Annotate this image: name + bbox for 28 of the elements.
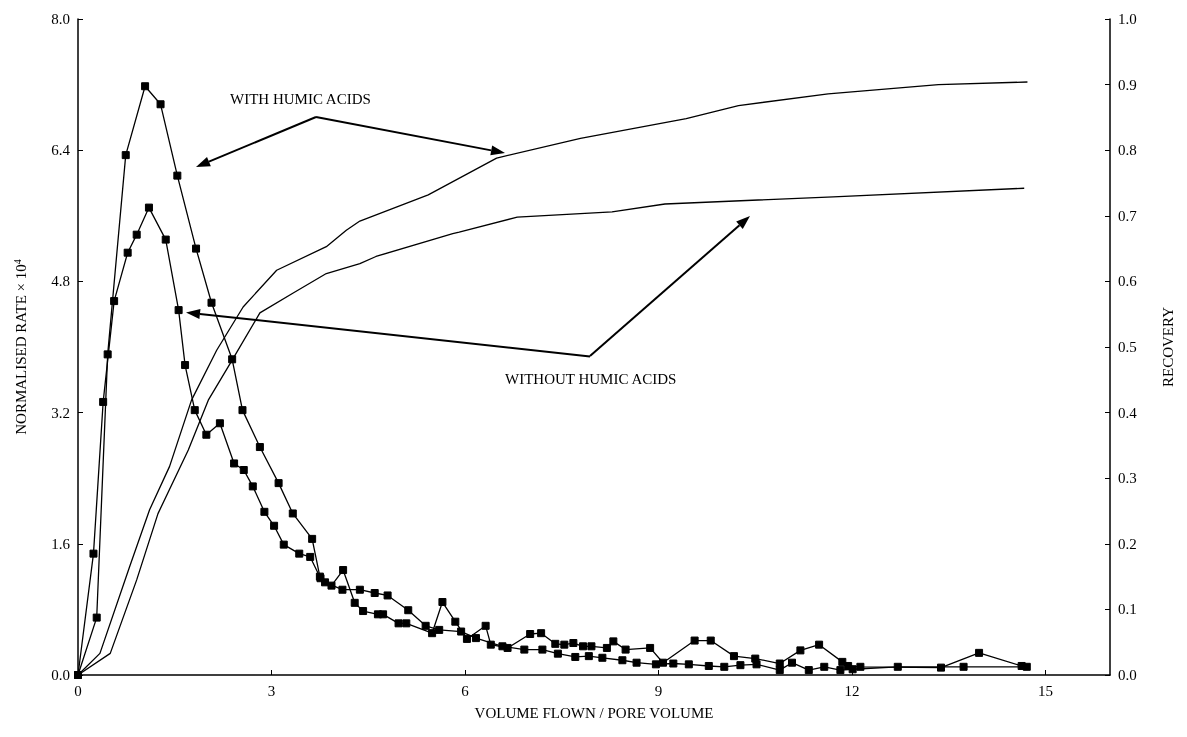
y2-tick-label: 1.0 <box>1118 11 1137 27</box>
annotation: WITH HUMIC ACIDS <box>230 90 371 107</box>
x-tick-label: 3 <box>267 682 276 699</box>
x-tick-label: 0 <box>74 682 82 699</box>
y-axis-title: NORMALISED RATE × 104 <box>11 259 29 435</box>
x-tick-label: 15 <box>1038 682 1053 699</box>
y2-axis-title: RECOVERY <box>1159 306 1176 388</box>
y-tick-label: 3.2 <box>51 404 70 421</box>
y2-tick-label: 0.8 <box>1118 142 1137 159</box>
y2-tick-label: 0.5 <box>1118 339 1137 355</box>
y2-tick-label: 0.6 <box>1118 273 1138 290</box>
y2-tick-label: 0.7 <box>1118 207 1138 224</box>
annotation: WITHOUT HUMIC ACIDS <box>505 370 677 387</box>
x-tick-label: 9 <box>654 682 663 699</box>
y-tick-label: 4.8 <box>51 273 70 290</box>
y-tick-label: 1.6 <box>51 535 71 552</box>
y2-tick-label: 0.2 <box>1118 535 1137 552</box>
y2-tick-label: 0.9 <box>1118 76 1137 93</box>
y2-tick-label: 0.4 <box>1118 404 1138 421</box>
y2-tick-label: 0.3 <box>1118 470 1137 487</box>
y-tick-label: 0.0 <box>51 667 70 683</box>
y2-tick-label: 0.1 <box>1118 601 1137 618</box>
y-tick-label: 8.0 <box>51 11 70 27</box>
y2-tick-label: 0.0 <box>1118 667 1137 683</box>
x-tick-label: 12 <box>844 682 860 699</box>
y-tick-label: 6.4 <box>51 142 71 159</box>
x-tick-label: 6 <box>461 682 470 699</box>
x-axis-title: VOLUME FLOWN / PORE VOLUME <box>474 704 714 721</box>
